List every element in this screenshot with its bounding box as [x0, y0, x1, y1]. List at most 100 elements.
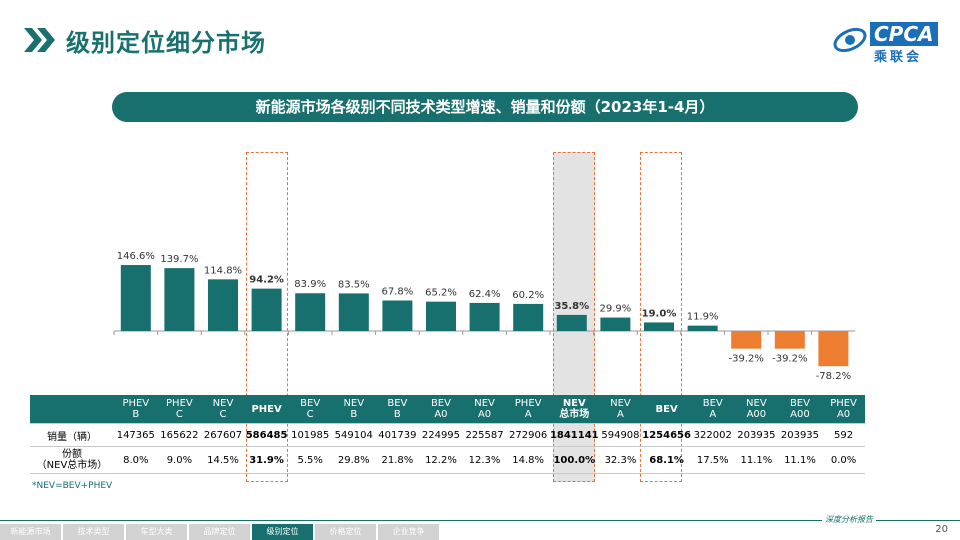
data-label: -39.2%: [772, 354, 807, 365]
section-tab[interactable]: 新能源市场: [0, 524, 61, 540]
share-cell: 14.5%: [201, 446, 245, 474]
column-header: BEV B: [375, 395, 420, 424]
column-header: PHEV A: [506, 395, 550, 424]
share-cell: 0.0%: [821, 446, 866, 474]
share-cell: 21.8%: [375, 446, 420, 474]
bar: [774, 331, 805, 349]
bar: [600, 317, 631, 331]
sales-cell: 272906: [506, 423, 550, 447]
section-tab[interactable]: 车型大类: [126, 524, 187, 540]
column-header: BEV A00: [778, 395, 822, 424]
bar: [556, 314, 587, 331]
share-cell: 14.8%: [506, 446, 550, 474]
bar: [644, 322, 674, 331]
sales-cell: 401739: [375, 423, 420, 447]
data-label: 11.9%: [687, 312, 719, 323]
data-label: 67.8%: [382, 286, 414, 297]
sales-cell: 101985: [288, 423, 332, 447]
sales-cell: 549104: [331, 423, 376, 447]
sales-cell: 586485: [244, 423, 289, 447]
share-cell: 11.1%: [778, 446, 822, 474]
data-label: 35.8%: [554, 301, 589, 312]
column-header: BEV A: [690, 395, 735, 424]
share-cell: 100.0%: [549, 446, 599, 474]
chart-banner: 新能源市场各级别不同技术类型增速、销量和份额（2023年1-4月）: [112, 92, 858, 122]
table-corner: [30, 395, 114, 424]
data-label: 139.7%: [160, 254, 198, 265]
share-cell: 17.5%: [690, 446, 735, 474]
share-cell: 5.5%: [288, 446, 332, 474]
share-cell: 9.0%: [157, 446, 202, 474]
bar: [818, 331, 849, 367]
column-header: PHEV A0: [821, 395, 866, 424]
section-tabs: 新能源市场 技术类型 车型大类 品牌定位 级别定位 价格定位 企业竞争: [0, 524, 441, 540]
sales-cell: 592: [821, 423, 866, 447]
section-tab[interactable]: 级别定位: [252, 524, 313, 540]
share-cell: 8.0%: [114, 446, 158, 474]
sales-cell: 203935: [778, 423, 822, 447]
data-label: -78.2%: [816, 371, 851, 382]
column-header: PHEV: [244, 395, 289, 424]
bar: [426, 301, 456, 331]
title-area: 级别定位细分市场: [22, 22, 266, 58]
section-tab[interactable]: 价格定位: [315, 524, 376, 540]
table-row-sales: 销量（辆） 147365 165622 267607 586485 101985 5491…: [30, 423, 866, 447]
growth-bar-chart: 146.6% 139.7% 114.8% 94.2% 83.9% 83.5% 67.8% 65…: [113, 251, 856, 382]
section-tab[interactable]: 技术类型: [63, 524, 124, 540]
sales-cell: 1254656: [642, 423, 691, 447]
data-table: PHEV B PHEV C NEV C PHEV BEV C NEV B BEV B BEV A0 NEV A0…: [30, 395, 866, 474]
data-label: 83.9%: [294, 279, 326, 290]
phev-dashed-box: [246, 152, 288, 482]
row-label-share-a: 份额: [62, 449, 82, 460]
bar: [208, 279, 238, 331]
sales-cell: 203935: [734, 423, 779, 447]
share-cell: 68.1%: [642, 446, 691, 474]
column-header: BEV: [642, 395, 691, 424]
sales-cell: 165622: [157, 423, 202, 447]
column-header: BEV C: [288, 395, 332, 424]
cpca-logo: CPCA 乘联会: [830, 20, 940, 65]
data-label: 19.0%: [642, 308, 677, 319]
share-cell: 32.3%: [598, 446, 643, 474]
column-header: NEV C: [201, 395, 245, 424]
data-label: 146.6%: [117, 251, 155, 262]
nev-total-dashed-box: [553, 152, 595, 482]
column-header: NEV B: [331, 395, 376, 424]
column-header: PHEV B: [114, 395, 158, 424]
section-tab[interactable]: 品牌定位: [189, 524, 250, 540]
column-header: PHEV C: [157, 395, 202, 424]
sales-cell: 147365: [114, 423, 158, 447]
share-cell: 31.9%: [244, 446, 289, 474]
data-label: 114.8%: [204, 265, 242, 276]
bar: [469, 302, 500, 331]
section-tab[interactable]: 企业竞争: [378, 524, 439, 540]
bar: [731, 331, 762, 349]
bar: [513, 303, 544, 331]
data-label: 65.2%: [425, 288, 457, 299]
share-cell: 29.8%: [331, 446, 376, 474]
table-header-row: PHEV B PHEV C NEV C PHEV BEV C NEV B BEV B BEV A0 NEV A0…: [30, 395, 866, 424]
page-title: 级别定位细分市场: [66, 28, 266, 57]
bar: [120, 265, 151, 331]
bar: [251, 288, 282, 331]
row-label-share-b: （NEV总市场）: [36, 460, 108, 471]
row-label-sales: 销量（辆）: [30, 423, 114, 447]
bar: [164, 268, 195, 331]
share-cell: 11.1%: [734, 446, 779, 474]
share-cell: 12.2%: [419, 446, 463, 474]
bar: [295, 293, 326, 331]
column-header: NEV A00: [734, 395, 779, 424]
footnote: *NEV=BEV+PHEV: [32, 481, 113, 491]
data-label: 62.4%: [469, 289, 501, 300]
column-header: NEV A0: [462, 395, 507, 424]
share-cell: 12.3%: [462, 446, 507, 474]
sales-cell: 267607: [201, 423, 245, 447]
data-label: 29.9%: [600, 304, 632, 315]
bar: [687, 325, 718, 331]
footer-divider: [0, 520, 960, 521]
data-label: 83.5%: [338, 279, 370, 290]
sales-cell: 224995: [419, 423, 463, 447]
logo-swoosh-icon: [833, 27, 867, 53]
bev-dashed-box: [640, 152, 682, 482]
logo-subtext: 乘联会: [874, 50, 923, 65]
